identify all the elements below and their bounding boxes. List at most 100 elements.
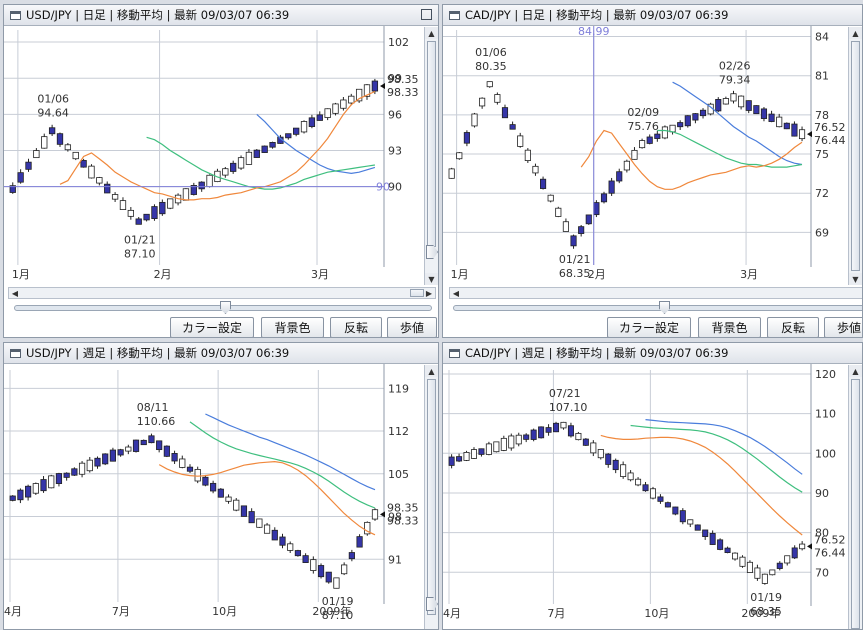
candle-body xyxy=(485,443,492,455)
last-price-arrow xyxy=(380,511,385,518)
candle-body xyxy=(279,536,286,546)
candle-body xyxy=(470,449,477,459)
candle-body xyxy=(206,174,213,188)
vertical-scrollbar[interactable]: ▲ ▼ xyxy=(424,27,438,285)
candle-body xyxy=(371,80,379,92)
candle-body xyxy=(570,235,577,247)
annotation-value: 87.10 xyxy=(322,609,354,622)
vertical-scrollbar[interactable]: ▲ ▼ xyxy=(848,27,862,285)
candle-body xyxy=(179,458,186,468)
scroll-down-icon[interactable]: ▼ xyxy=(425,273,438,285)
zoom-slider[interactable] xyxy=(453,301,862,314)
x-tick-label: 1月 xyxy=(451,268,469,281)
vertical-scrollbar[interactable]: ▲ xyxy=(848,365,862,629)
candle-body xyxy=(41,136,48,149)
scrollbar-thumb[interactable] xyxy=(427,41,436,247)
candle-body xyxy=(799,543,806,550)
candle-body xyxy=(590,442,597,454)
y-tick-label: 69 xyxy=(815,226,829,239)
candle-body xyxy=(776,116,783,128)
panel-titlebar[interactable]: CAD/JPY | 日足 | 移動平均 | 最新 09/03/07 06:39 xyxy=(443,5,862,26)
y-tick-label: 110 xyxy=(815,408,836,421)
annotation-date: 01/21 xyxy=(124,234,156,247)
vertical-scrollbar[interactable]: ▲ xyxy=(424,365,438,629)
scroll-up-icon[interactable]: ▲ xyxy=(425,365,438,377)
color-settings-button[interactable]: カラー設定 xyxy=(607,317,691,337)
candle-body xyxy=(715,99,722,112)
zoom-slider[interactable] xyxy=(14,301,432,314)
y-tick-label: 98 xyxy=(388,511,402,524)
background-color-button[interactable]: 背景色 xyxy=(698,317,761,337)
candle-body xyxy=(210,482,217,492)
candle-body xyxy=(88,165,95,179)
last-price-top: 98.35 xyxy=(387,501,419,514)
slider-knob[interactable] xyxy=(220,301,231,314)
invert-button[interactable]: 反転 xyxy=(767,317,819,337)
candle-body xyxy=(684,115,691,127)
x-tick-label: 1月 xyxy=(12,268,30,281)
background-color-button[interactable]: 背景色 xyxy=(261,317,324,337)
annotation-date: 07/21 xyxy=(549,387,581,400)
slider-knob[interactable] xyxy=(659,301,670,314)
y-tick-label: 75 xyxy=(815,148,829,161)
candle-body xyxy=(40,479,47,492)
candle-body xyxy=(620,464,627,477)
scroll-left-icon[interactable]: ◀ xyxy=(452,288,460,298)
color-settings-button[interactable]: カラー設定 xyxy=(170,317,254,337)
vertical-zoom-knob[interactable] xyxy=(426,245,438,259)
candle-body xyxy=(316,114,323,121)
candle-body xyxy=(456,456,463,462)
scrollbar-thumb[interactable] xyxy=(427,379,436,615)
scrollbar-thumb[interactable] xyxy=(851,41,860,271)
candle-body xyxy=(356,536,363,548)
y-tick-label: 100 xyxy=(815,447,836,460)
panel-titlebar[interactable]: USD/JPY | 週足 | 移動平均 | 最新 09/03/07 06:39 xyxy=(4,343,438,364)
candle-body xyxy=(694,524,701,531)
ma-mid-line xyxy=(189,421,376,509)
scroll-up-icon[interactable]: ▲ xyxy=(849,365,862,377)
candle-body xyxy=(486,81,493,88)
vertical-zoom-knob[interactable] xyxy=(426,597,438,611)
candle-body xyxy=(293,127,300,135)
scrollbar-thumb[interactable] xyxy=(851,379,860,629)
x-tick-label: 2月 xyxy=(154,268,172,281)
scroll-down-icon[interactable]: ▼ xyxy=(849,273,862,285)
candle-body xyxy=(256,518,263,528)
candle-body xyxy=(355,88,363,102)
scroll-up-icon[interactable]: ▲ xyxy=(425,27,438,39)
scrollbar-thumb[interactable] xyxy=(410,289,424,297)
panel-titlebar[interactable]: CAD/JPY | 週足 | 移動平均 | 最新 09/03/07 06:39 xyxy=(443,343,862,364)
panel-titlebar[interactable]: USD/JPY | 日足 | 移動平均 | 最新 09/03/07 06:39 xyxy=(4,5,438,26)
scroll-left-icon[interactable]: ◀ xyxy=(11,288,19,298)
candle-body xyxy=(575,432,582,441)
y-tick-label: 119 xyxy=(388,382,409,395)
candle-body xyxy=(672,506,679,515)
candle-body xyxy=(448,456,455,466)
candle-body xyxy=(72,151,79,160)
candle-body xyxy=(754,567,761,579)
candle-body xyxy=(661,126,669,139)
candle-body xyxy=(190,185,197,195)
horizontal-scrollbar[interactable]: ◀ xyxy=(449,287,862,299)
window-icon xyxy=(449,10,460,20)
scroll-up-icon[interactable]: ▲ xyxy=(849,27,862,39)
invert-button[interactable]: 反転 xyxy=(330,317,382,337)
candle-body xyxy=(501,107,509,119)
candle-body xyxy=(48,127,56,135)
panel-usdjpy-daily: USD/JPY | 日足 | 移動平均 | 最新 09/03/07 06:39 … xyxy=(3,4,439,338)
candle-body xyxy=(17,489,24,501)
horizontal-scrollbar[interactable]: ◀ ▶ xyxy=(8,287,436,299)
y-tick-label: 105 xyxy=(388,468,409,481)
scroll-right-icon[interactable]: ▶ xyxy=(425,288,433,298)
panel-cadjpy-daily: CAD/JPY | 日足 | 移動平均 | 最新 09/03/07 06:39 … xyxy=(442,4,863,338)
maximize-icon[interactable] xyxy=(421,9,432,20)
annotation-value: 75.76 xyxy=(627,120,659,133)
panel-title: CAD/JPY | 日足 | 移動平均 | 最新 09/03/07 06:39 xyxy=(465,8,729,22)
candle-body xyxy=(500,437,507,451)
candle-body xyxy=(494,94,501,103)
y-tick-label: 91 xyxy=(388,553,402,566)
last-price-top: 98.35 xyxy=(387,73,419,86)
candle-body xyxy=(702,529,709,537)
tick-data-button[interactable]: 歩値 xyxy=(387,317,437,337)
tick-data-button[interactable]: 歩値 xyxy=(824,317,862,337)
